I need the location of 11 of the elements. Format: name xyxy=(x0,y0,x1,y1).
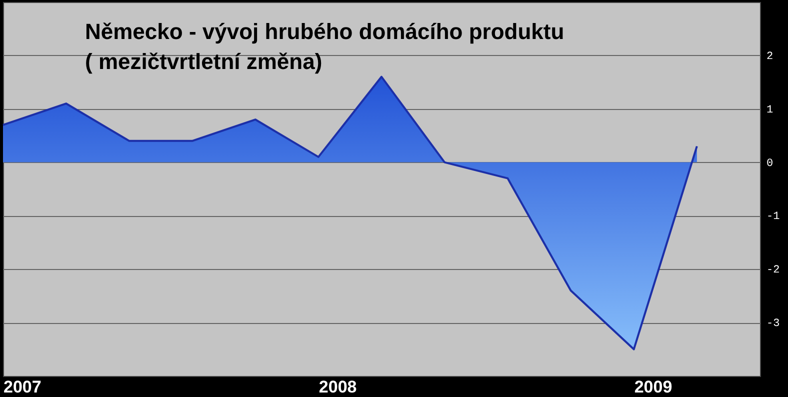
y-tick-label: -2 xyxy=(766,264,780,277)
x-tick-label: 2008 xyxy=(318,378,357,396)
y-tick-label: -1 xyxy=(766,211,780,224)
x-tick-label: 2007 xyxy=(4,378,42,396)
text: Německo - vývoj hrubého domácího produktu xyxy=(85,19,564,44)
text: ( mezičtvrtletní změna) xyxy=(85,49,322,74)
y-tick-label: 2 xyxy=(766,50,774,63)
x-tick-label: 2009 xyxy=(634,378,672,396)
y-tick-label: 0 xyxy=(766,158,774,170)
y-tick-label: 1 xyxy=(766,104,774,116)
y-tick-label: -3 xyxy=(766,318,780,330)
